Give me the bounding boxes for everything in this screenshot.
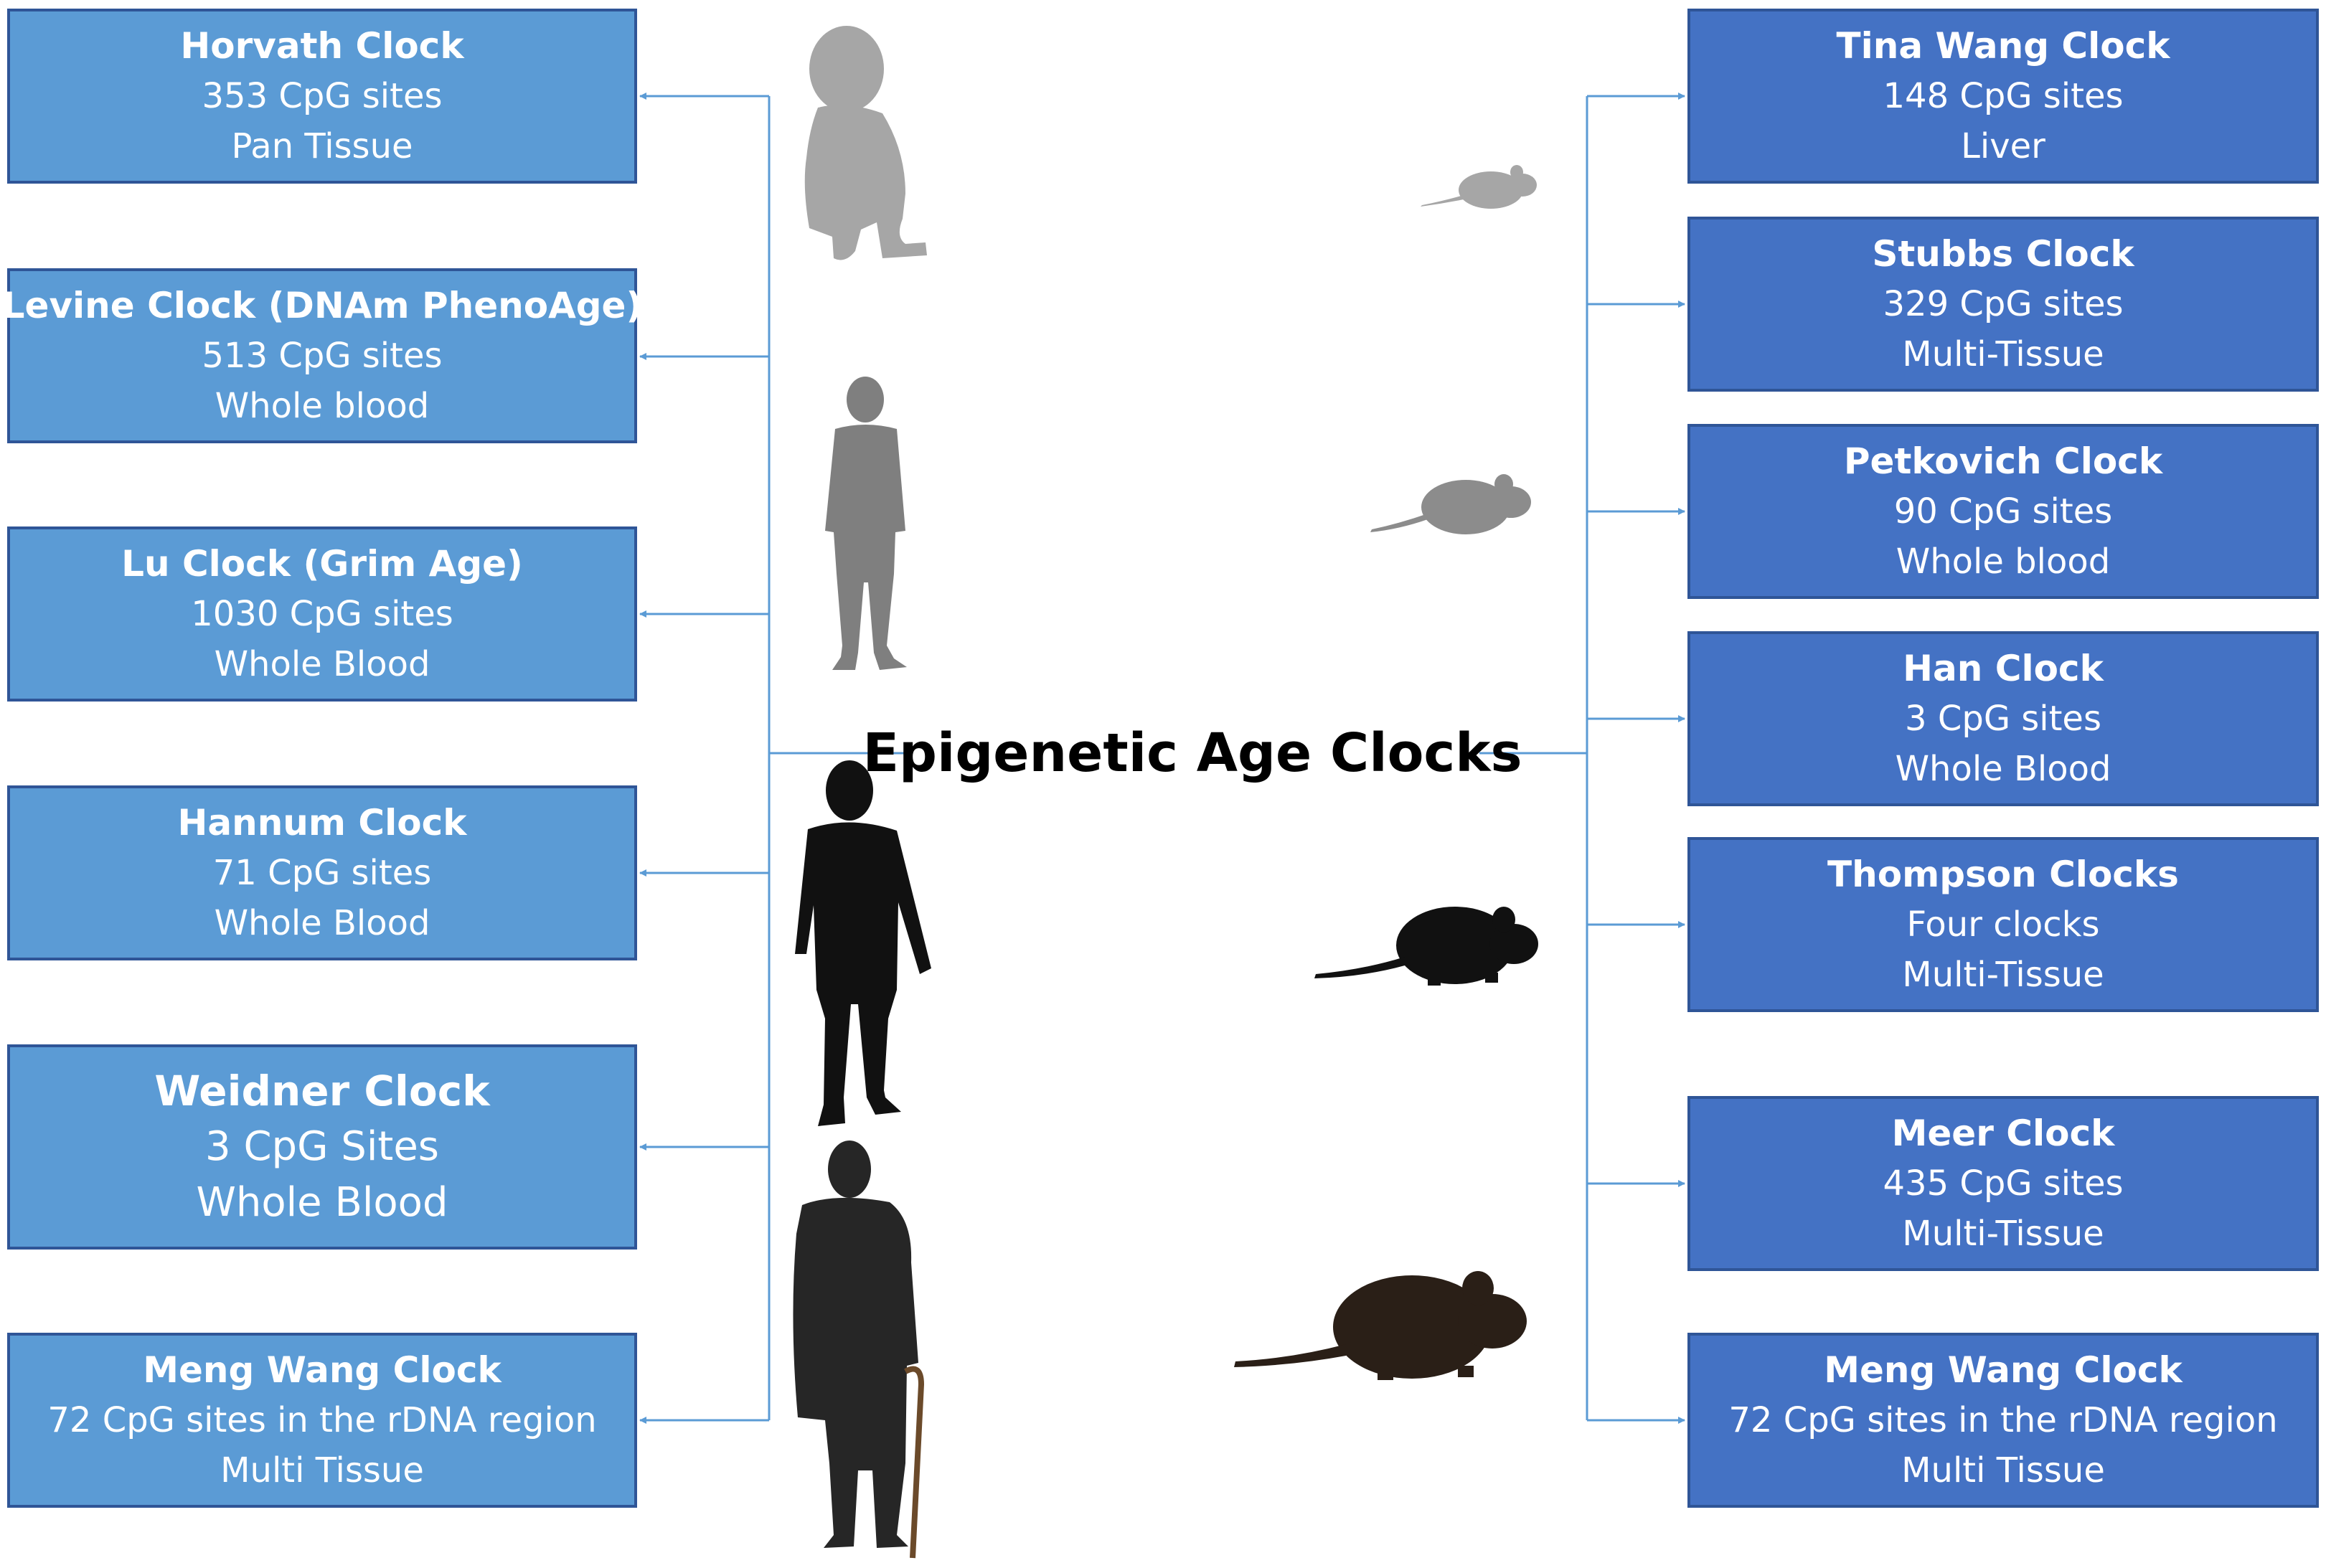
clock-box-hannum: Hannum Clock 71 CpG sites Whole Blood — [7, 785, 637, 960]
clock-tissue: Whole Blood — [214, 644, 430, 684]
clock-box-han: Han Clock 3 CpG sites Whole Blood — [1687, 631, 2319, 806]
elderly-man-cane-icon — [793, 1140, 918, 1548]
adult-man-icon — [825, 377, 907, 670]
large-rat-icon — [1314, 907, 1538, 986]
clock-name: Stubbs Clock — [1872, 233, 2134, 275]
clock-box-petkovich: Petkovich Clock 90 CpG sites Whole blood — [1687, 424, 2319, 599]
clock-name: Lu Clock (Grim Age) — [121, 543, 523, 585]
clock-sites: 148 CpG sites — [1883, 76, 2124, 116]
clock-tissue: Whole Blood — [1895, 749, 2111, 789]
clock-sites: 72 CpG sites in the rDNA region — [47, 1400, 597, 1440]
clock-sites: 3 CpG sites — [1905, 699, 2101, 739]
clock-sites: 1030 CpG sites — [191, 594, 453, 634]
clock-sites: 90 CpG sites — [1893, 491, 2113, 532]
clock-name: Han Clock — [1903, 648, 2104, 689]
clock-box-horvath: Horvath Clock 353 CpG sites Pan Tissue — [7, 9, 637, 184]
clock-name: Tina Wang Clock — [1836, 25, 2170, 67]
clock-tissue: Multi-Tissue — [1902, 955, 2104, 995]
clock-box-tina-wang: Tina Wang Clock 148 CpG sites Liver — [1687, 9, 2319, 184]
clock-tissue: Multi-Tissue — [1902, 334, 2104, 374]
clock-name: Weidner Clock — [154, 1067, 490, 1115]
clock-box-meer: Meer Clock 435 CpG sites Multi-Tissue — [1687, 1096, 2319, 1271]
clock-sites: 329 CpG sites — [1883, 284, 2124, 324]
clock-name: Horvath Clock — [180, 25, 464, 67]
clock-sites: Four clocks — [1906, 905, 2100, 945]
clock-sites: 71 CpG sites — [212, 853, 432, 893]
clock-box-thompson: Thompson Clocks Four clocks Multi-Tissue — [1687, 837, 2319, 1012]
clock-tissue: Whole blood — [1896, 542, 2111, 582]
clock-name: Meng Wang Clock — [143, 1349, 502, 1391]
clock-tissue: Whole blood — [215, 386, 430, 426]
baby-icon — [804, 26, 927, 260]
clock-sites: 513 CpG sites — [202, 336, 443, 376]
diagram-title: Epigenetic Age Clocks — [862, 717, 1522, 789]
clock-sites: 3 CpG Sites — [205, 1123, 439, 1170]
clock-box-levine: Levine Clock (DNAm PhenoAge) 513 CpG sit… — [2, 268, 642, 443]
clock-tissue: Pan Tissue — [231, 126, 413, 166]
clock-tissue: Multi-Tissue — [1902, 1214, 2104, 1254]
clock-name: Levine Clock (DNAm PhenoAge) — [1, 285, 643, 326]
clock-sites: 435 CpG sites — [1883, 1163, 2124, 1204]
clock-sites: 72 CpG sites in the rDNA region — [1728, 1400, 2278, 1440]
clock-name: Meng Wang Clock — [1824, 1349, 2183, 1391]
clock-sites: 353 CpG sites — [202, 76, 443, 116]
clock-name: Petkovich Clock — [1843, 440, 2163, 482]
clock-name: Hannum Clock — [177, 802, 467, 844]
cane-icon — [904, 1366, 925, 1559]
clock-name: Meer Clock — [1891, 1113, 2115, 1154]
clock-tissue: Whole Blood — [196, 1179, 448, 1226]
clock-box-stubbs: Stubbs Clock 329 CpG sites Multi-Tissue — [1687, 217, 2319, 392]
largest-rat-icon — [1234, 1271, 1527, 1380]
clock-box-lu: Lu Clock (Grim Age) 1030 CpG sites Whole… — [7, 526, 637, 702]
clock-tissue: Multi Tissue — [1901, 1450, 2105, 1491]
clock-name: Thompson Clocks — [1827, 854, 2179, 895]
small-mouse-icon — [1421, 165, 1537, 209]
clock-box-weidner: Weidner Clock 3 CpG Sites Whole Blood — [7, 1044, 637, 1250]
clock-box-meng-wang-right: Meng Wang Clock 72 CpG sites in the rDNA… — [1687, 1333, 2319, 1508]
clock-tissue: Multi Tissue — [220, 1450, 424, 1491]
young-man-icon — [795, 760, 931, 1126]
medium-mouse-icon — [1370, 474, 1531, 534]
clock-tissue: Whole Blood — [214, 903, 430, 943]
clock-box-meng-wang-left: Meng Wang Clock 72 CpG sites in the rDNA… — [7, 1333, 637, 1508]
clock-tissue: Liver — [1961, 126, 2045, 166]
